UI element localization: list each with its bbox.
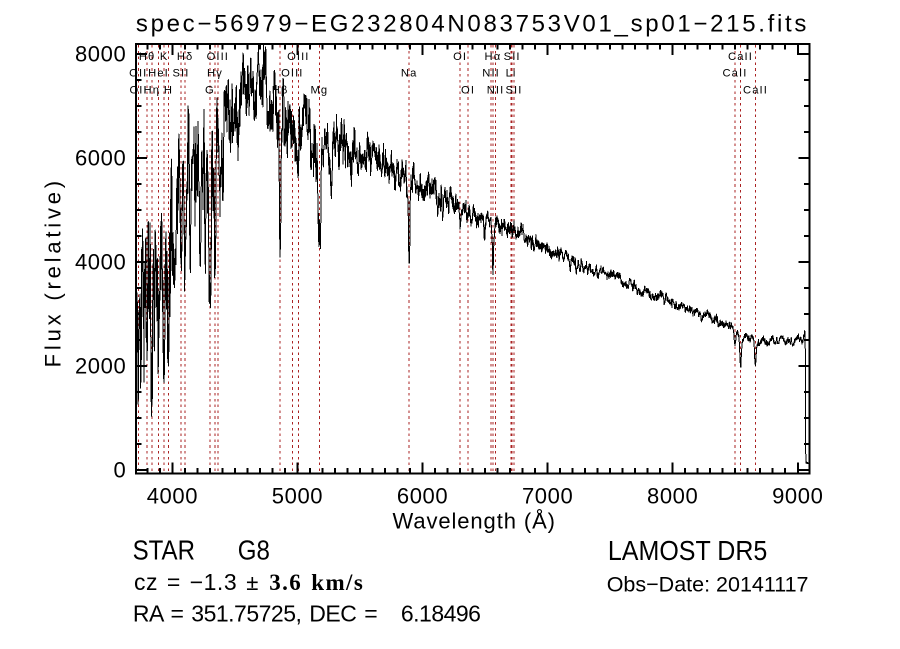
radec-line: RA = 351.75725, DEC = 6.18496: [133, 601, 481, 627]
line-label-G: G: [205, 85, 215, 97]
spectrum-trace: [136, 44, 809, 465]
class-label: STAR: [133, 536, 195, 566]
y-tick-label-2000: 2000: [75, 353, 126, 378]
line-label-Hθ: Hθ: [139, 51, 156, 63]
x-tick-label-4000: 4000: [147, 484, 198, 509]
line-label-CaII: CaII: [728, 51, 753, 63]
plot-box: [135, 43, 811, 475]
y-tick-label-4000: 4000: [75, 249, 126, 274]
obsdate-line: Obs−Date: 20141117: [607, 573, 809, 597]
line-label-OIII: OIII: [281, 67, 303, 79]
line-label-Na: Na: [401, 67, 418, 79]
line-label-Hδ: Hδ: [177, 51, 194, 63]
line-label-Mg: Mg: [311, 85, 329, 97]
line-label-OI: OI: [453, 51, 467, 63]
x-tick-label-8000: 8000: [647, 484, 698, 509]
x-tick-label-9000: 9000: [772, 484, 823, 509]
line-label-CaII: CaII: [743, 85, 768, 97]
line-label-HeI: HeI: [148, 67, 169, 79]
y-axis-title: Flux (relative): [41, 177, 66, 367]
line-label-Hγ: Hγ: [207, 67, 223, 79]
x-axis-title: Wavelength (Å): [392, 508, 555, 533]
line-label-NII: NII: [487, 85, 505, 97]
cz-value: cz = −1.3: [134, 569, 246, 595]
line-label-CaII: CaII: [723, 67, 748, 79]
tick-labels: 4000 5000 6000 7000 8000 9000 0 2000 4000 6000 800…: [75, 41, 823, 508]
cz-error: ± 3.6 km/s: [246, 570, 364, 595]
line-label-SII: SII: [172, 67, 189, 79]
footer-annotations: STAR G8 LAMOST DR5 cz = −1.3 ± 3.6 km/s …: [133, 535, 809, 627]
line-label-SII: SII: [505, 85, 522, 97]
spectral-line-labels: OII OII Hθ Hη HeI K H SII Hδ G Hγ OIII Hβ OIII OIII Mg N…: [129, 51, 768, 97]
figure-title: spec−56979−EG232804N083753V01_sp01−215.f…: [136, 11, 809, 38]
line-label-Hη: Hη: [144, 85, 161, 97]
y-tick-label-0: 0: [113, 457, 126, 482]
y-tick-label-6000: 6000: [75, 145, 126, 170]
line-label-K: K: [160, 51, 169, 63]
line-label-OII: OII: [129, 67, 147, 79]
line-label-OIII: OIII: [287, 51, 309, 63]
line-label-Li: Li: [506, 67, 517, 79]
line-label-Hα: Hα: [485, 51, 502, 63]
x-tick-label-5000: 5000: [272, 484, 323, 509]
line-label-Hβ: Hβ: [272, 85, 289, 97]
y-tick-label-8000: 8000: [75, 41, 126, 66]
line-label-OI: OI: [461, 85, 475, 97]
line-label-H: H: [164, 85, 173, 97]
line-label-OIII: OIII: [207, 51, 229, 63]
spectral-line-markers: [137, 45, 756, 473]
x-tick-label-6000: 6000: [397, 484, 448, 509]
line-label-SII: SII: [504, 51, 521, 63]
spectrum-path: [136, 44, 809, 465]
axes: [135, 43, 811, 475]
subclass-label: G8: [238, 536, 270, 566]
survey-label: LAMOST DR5: [608, 535, 767, 566]
x-tick-label-7000: 7000: [522, 484, 573, 509]
cz-line: cz = −1.3 ± 3.6 km/s: [134, 569, 364, 595]
line-label-NII: NII: [482, 67, 500, 79]
line-label-OII: OII: [130, 85, 148, 97]
